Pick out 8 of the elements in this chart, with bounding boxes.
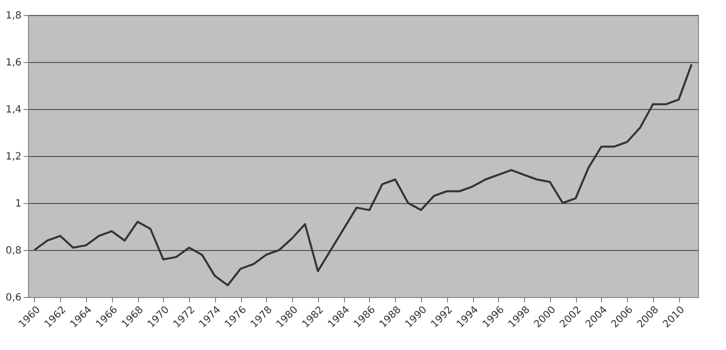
y-tick-label: 0,8 xyxy=(6,246,22,256)
y-tick-label: 0,6 xyxy=(6,292,22,304)
y-tick-label: 1,6 xyxy=(6,58,22,68)
line-series xyxy=(33,63,693,286)
y-tick-label: 1 xyxy=(15,198,22,210)
y-tick-label: 1,4 xyxy=(6,104,22,116)
y-tick-label: 1,8 xyxy=(6,10,22,22)
y-tick-label: 1,2 xyxy=(6,152,22,162)
